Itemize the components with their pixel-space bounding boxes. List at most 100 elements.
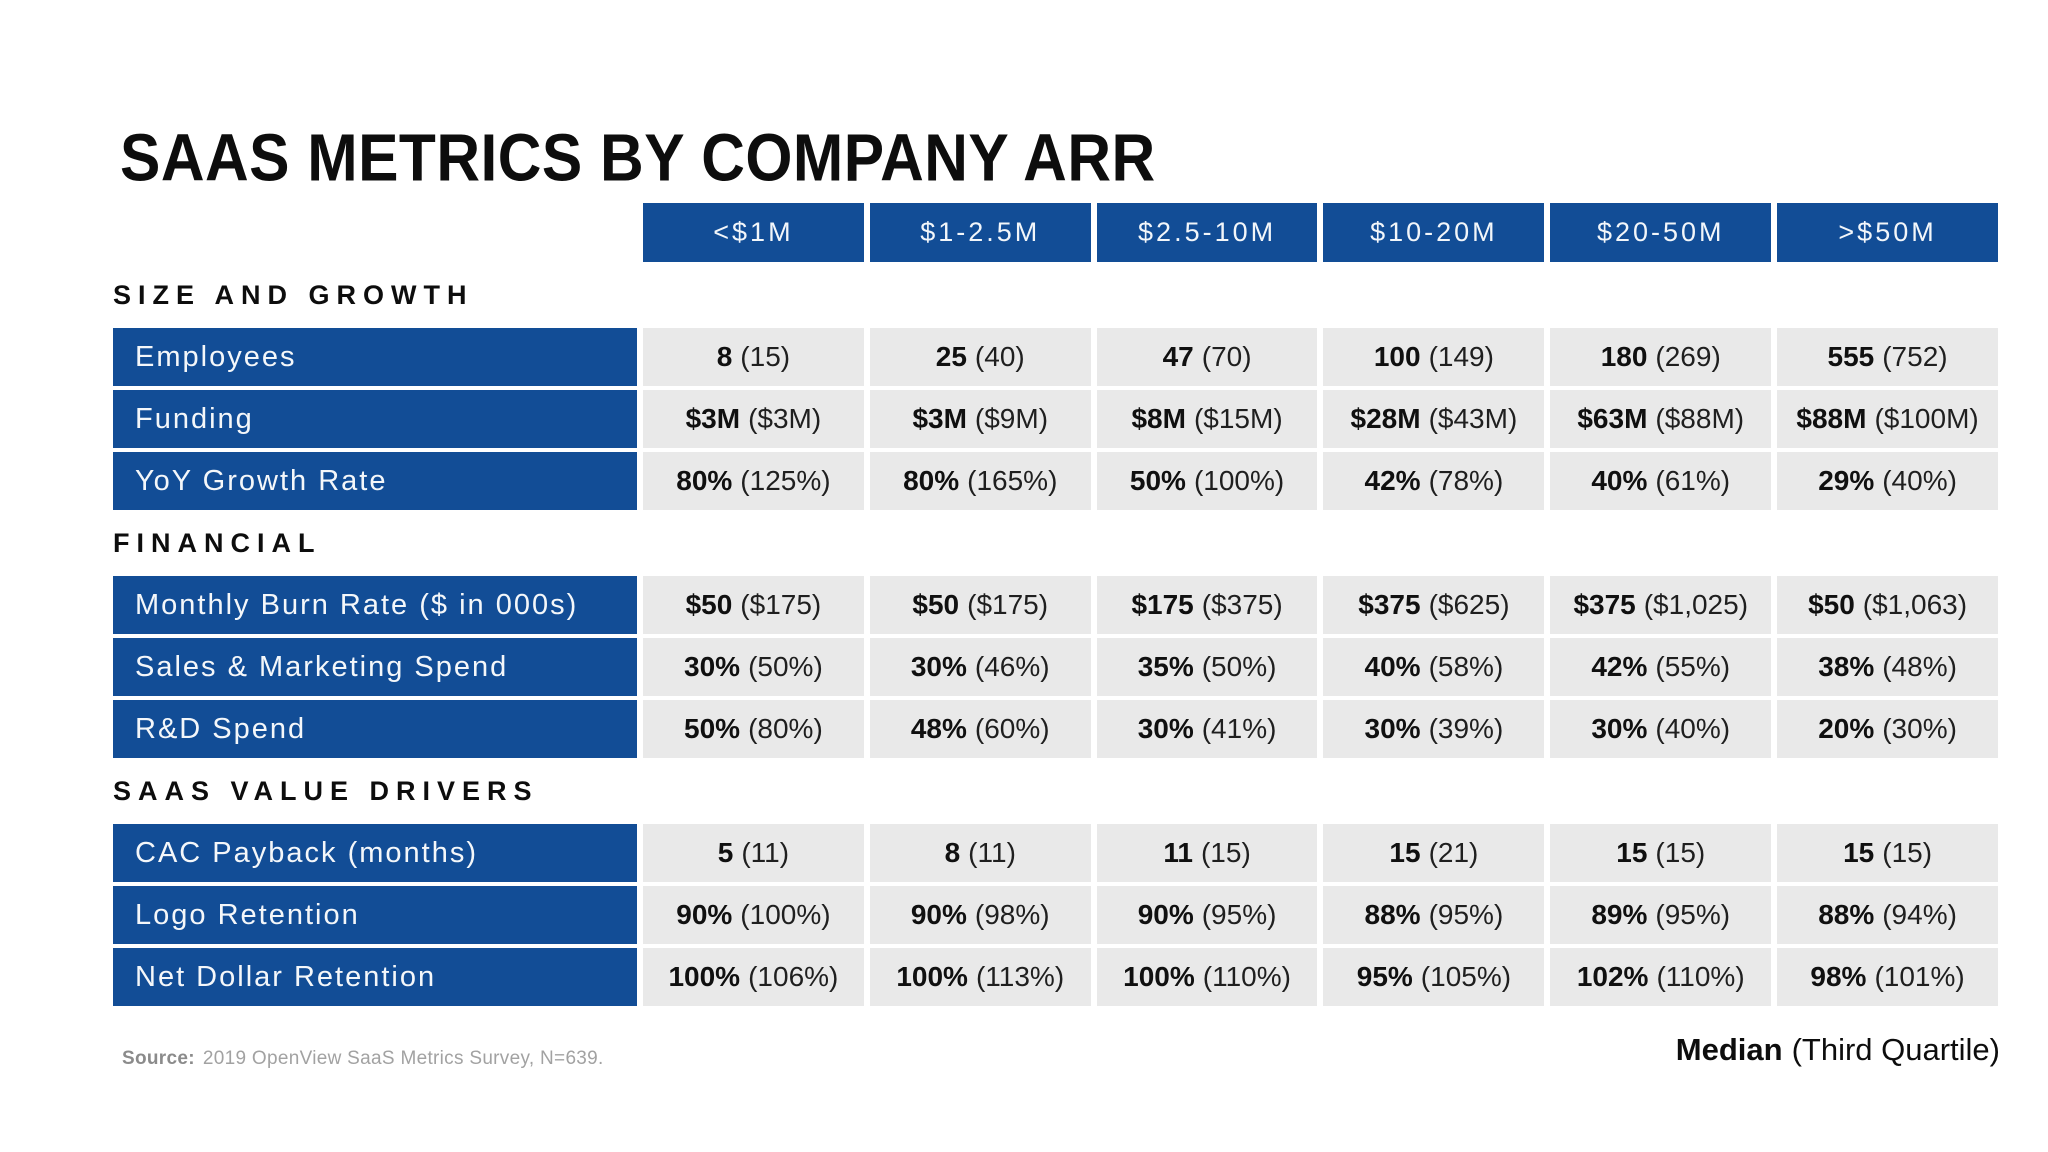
metric-cell: 47 (70) [1096, 328, 1318, 386]
metric-cell: 15 (21) [1323, 824, 1545, 882]
metric-cell: $50 ($175) [869, 576, 1091, 634]
third-quartile-value: (50%) [1201, 651, 1277, 682]
median-value: $63M [1577, 403, 1648, 434]
third-quartile-value: (149) [1428, 341, 1494, 372]
median-value: 50% [1129, 465, 1186, 496]
metric-cell: 40% (61%) [1550, 452, 1772, 510]
median-value: $3M [912, 403, 967, 434]
median-value: 38% [1818, 651, 1875, 682]
source-label: Source: [122, 1048, 195, 1069]
metric-cell: 555 (752) [1777, 328, 1998, 386]
median-value: 25 [935, 341, 967, 372]
legend-median-label: Median [1675, 1032, 1783, 1067]
metric-cell: 100% (113%) [869, 948, 1091, 1006]
third-quartile-value: (41%) [1201, 713, 1277, 744]
row-label: Funding [113, 390, 637, 448]
metric-cell: 89% (95%) [1550, 886, 1772, 944]
median-value: 100 [1373, 341, 1421, 372]
median-value: $50 [685, 589, 733, 620]
third-quartile-value: (125%) [740, 465, 831, 496]
median-value: $50 [912, 589, 960, 620]
median-value: 100% [896, 961, 968, 992]
table-corner-spacer [113, 203, 637, 262]
median-value: 29% [1818, 465, 1875, 496]
third-quartile-value: (15) [1200, 837, 1251, 868]
page-title: SAAS METRICS BY COMPANY ARR [120, 121, 1156, 196]
third-quartile-value: ($15M) [1193, 403, 1283, 434]
column-header: $10-20M [1323, 203, 1545, 262]
metric-cell: 80% (165%) [869, 452, 1091, 510]
metric-cell: 50% (80%) [643, 700, 864, 758]
median-value: 95% [1356, 961, 1413, 992]
row-label: Logo Retention [113, 886, 637, 944]
metric-cell: 90% (100%) [643, 886, 864, 944]
median-value: 35% [1137, 651, 1194, 682]
third-quartile-value: (46%) [974, 651, 1050, 682]
median-value: 47 [1162, 341, 1194, 372]
median-value: $50 [1808, 589, 1855, 620]
median-value: 48% [910, 713, 967, 744]
median-value: 80% [903, 465, 960, 496]
third-quartile-value: (11) [968, 837, 1016, 868]
third-quartile-value: (48%) [1882, 651, 1957, 682]
section-title: SIZE AND GROWTH [113, 266, 1998, 324]
median-value: $375 [1358, 589, 1421, 620]
third-quartile-value: (60%) [974, 713, 1050, 744]
metric-cell: 90% (98%) [869, 886, 1091, 944]
third-quartile-value: ($175) [740, 589, 822, 620]
metric-cell: $88M ($100M) [1777, 390, 1998, 448]
third-quartile-value: ($1,025) [1643, 589, 1749, 620]
third-quartile-value: (39%) [1428, 713, 1504, 744]
metric-cell: 80% (125%) [643, 452, 864, 510]
third-quartile-value: ($625) [1428, 589, 1510, 620]
metric-cell: 30% (40%) [1550, 700, 1772, 758]
metric-cell: $50 ($1,063) [1777, 576, 1998, 634]
metric-cell: 8 (11) [869, 824, 1091, 882]
metric-cell: 100% (110%) [1096, 948, 1318, 1006]
median-value: 80% [676, 465, 733, 496]
third-quartile-value: (165%) [967, 465, 1058, 496]
row-label: YoY Growth Rate [113, 452, 637, 510]
third-quartile-value: (110%) [1202, 961, 1291, 992]
metric-cell: 88% (95%) [1323, 886, 1545, 944]
column-header: $2.5-10M [1096, 203, 1318, 262]
median-value: 30% [1364, 713, 1421, 744]
third-quartile-value: (95%) [1201, 899, 1277, 930]
row-label: Net Dollar Retention [113, 948, 637, 1006]
row-label: CAC Payback (months) [113, 824, 637, 882]
metric-cell: 25 (40) [869, 328, 1091, 386]
third-quartile-value: (15) [1882, 837, 1933, 868]
column-header: $20-50M [1550, 203, 1772, 262]
metric-cell: $375 ($625) [1323, 576, 1545, 634]
median-value: 90% [1137, 899, 1194, 930]
metric-cell: 20% (30%) [1777, 700, 1998, 758]
third-quartile-value: (95%) [1428, 899, 1504, 930]
row-label: Monthly Burn Rate ($ in 000s) [113, 576, 637, 634]
metric-cell: 35% (50%) [1096, 638, 1318, 696]
median-value: $28M [1350, 403, 1421, 434]
third-quartile-value: (105%) [1420, 961, 1512, 992]
source-note: Source: 2019 OpenView SaaS Metrics Survey… [122, 1048, 604, 1070]
third-quartile-value: (40%) [1655, 713, 1731, 744]
row-label: Employees [113, 328, 637, 386]
metric-cell: $28M ($43M) [1323, 390, 1545, 448]
metric-cell: 88% (94%) [1777, 886, 1998, 944]
metric-cell: 42% (78%) [1323, 452, 1545, 510]
legend-quartile-label: (Third Quartile) [1791, 1032, 2000, 1067]
third-quartile-value: (61%) [1655, 465, 1731, 496]
third-quartile-value: (101%) [1874, 961, 1965, 992]
metric-cell: 90% (95%) [1096, 886, 1318, 944]
third-quartile-value: ($175) [967, 589, 1049, 620]
median-value: 15 [1389, 837, 1421, 868]
metric-cell: 48% (60%) [869, 700, 1091, 758]
third-quartile-value: (98%) [974, 899, 1050, 930]
third-quartile-value: (752) [1882, 341, 1948, 372]
third-quartile-value: (40) [974, 341, 1025, 372]
median-value: 8 [716, 341, 733, 372]
metric-cell: 8 (15) [643, 328, 864, 386]
metric-cell: $8M ($15M) [1096, 390, 1318, 448]
metric-cell: 5 (11) [643, 824, 864, 882]
metric-cell: 30% (41%) [1096, 700, 1318, 758]
metric-cell: 30% (50%) [643, 638, 864, 696]
third-quartile-value: (21) [1428, 837, 1479, 868]
